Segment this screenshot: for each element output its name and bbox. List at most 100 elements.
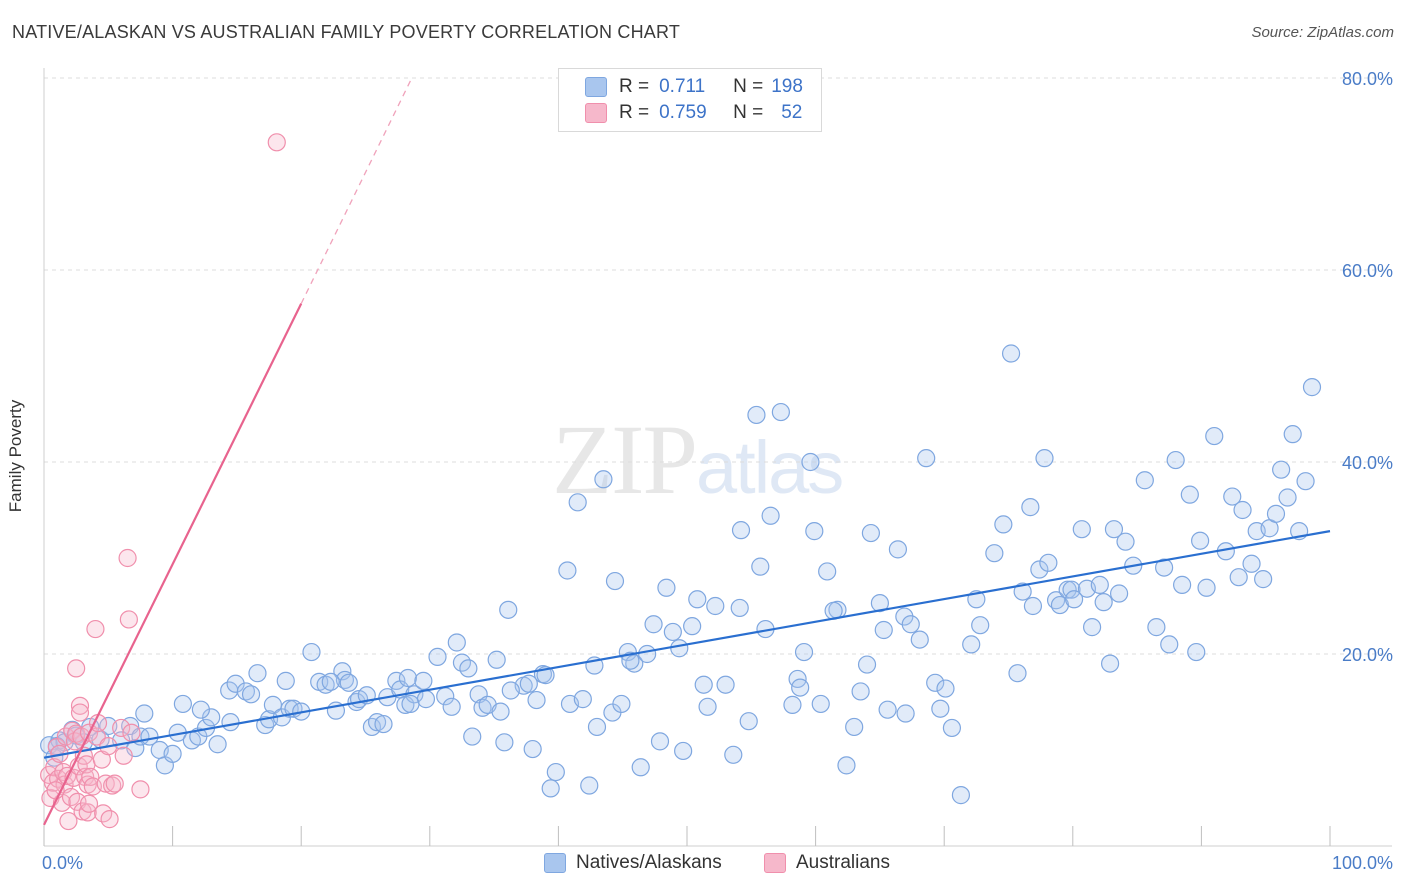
point-natives <box>321 672 340 691</box>
point-natives <box>208 735 227 754</box>
point-australians <box>118 548 137 568</box>
point-natives <box>739 712 758 731</box>
point-australians <box>119 610 138 629</box>
point-natives <box>396 695 415 714</box>
point-natives <box>837 756 856 775</box>
point-natives <box>1116 532 1135 551</box>
legend-n-value: 198 <box>771 76 803 97</box>
legend-swatch-pink <box>764 853 786 873</box>
point-natives <box>173 694 192 714</box>
point-natives <box>1180 485 1199 504</box>
x-tick-label-max: 100.0% <box>1332 853 1393 873</box>
point-natives <box>1187 642 1206 662</box>
point-natives <box>501 681 520 700</box>
point-natives <box>931 699 950 718</box>
point-natives <box>771 402 790 422</box>
point-natives <box>1229 568 1248 587</box>
point-natives <box>751 557 770 576</box>
point-natives <box>910 630 929 649</box>
point-australians <box>70 703 90 722</box>
point-natives <box>791 678 810 697</box>
y-tick-label: 80.0% <box>1342 69 1393 89</box>
legend-label-natives: Natives/Alaskans <box>576 852 722 873</box>
point-natives <box>605 571 625 591</box>
y-tick-label: 20.0% <box>1342 645 1393 665</box>
point-natives <box>519 674 538 693</box>
point-natives <box>499 600 518 619</box>
point-natives <box>870 594 890 613</box>
point-natives <box>302 642 321 662</box>
point-natives <box>638 644 657 664</box>
point-natives <box>971 616 990 635</box>
correlation-legend: R = 0.711 N = 198 R = 0.759 N = 52 <box>558 68 822 132</box>
point-natives <box>926 673 945 692</box>
source-label: Source: ZipAtlas.com <box>1251 24 1394 41</box>
point-natives <box>731 521 751 540</box>
point-natives <box>657 578 676 597</box>
point-natives <box>663 622 682 642</box>
point-natives <box>621 651 640 670</box>
point-natives <box>716 675 735 694</box>
legend-row-natives: R = 0.711 N = 198 <box>585 75 803 99</box>
point-natives <box>594 470 613 489</box>
point-australians <box>100 810 119 829</box>
point-natives <box>546 762 565 782</box>
point-natives <box>801 452 820 472</box>
legend-r-value: 0.711 <box>659 76 706 97</box>
legend-swatch-blue <box>585 77 607 97</box>
legend-item-natives[interactable]: Natives/Alaskans <box>544 852 722 874</box>
point-australians <box>79 794 99 813</box>
point-natives <box>706 596 725 616</box>
point-natives <box>818 562 837 581</box>
point-natives <box>1013 582 1032 601</box>
point-natives <box>670 639 689 658</box>
point-natives <box>558 561 577 580</box>
series-australians <box>40 133 286 831</box>
point-natives <box>236 682 256 701</box>
point-natives <box>1233 500 1252 520</box>
point-natives <box>367 713 387 732</box>
point-natives <box>1166 450 1185 470</box>
point-natives <box>469 685 488 704</box>
gridlines <box>44 77 1392 655</box>
point-australians <box>70 696 90 715</box>
point-natives <box>1008 664 1027 683</box>
legend-n-label: N = <box>733 76 764 97</box>
point-natives <box>1035 449 1054 468</box>
point-australians <box>267 133 286 152</box>
point-natives <box>541 779 560 798</box>
point-natives <box>874 620 893 640</box>
point-natives <box>241 685 261 704</box>
point-australians <box>131 780 150 799</box>
point-natives <box>491 702 510 721</box>
point-natives <box>1100 654 1120 673</box>
point-australians <box>67 724 86 743</box>
point-australians <box>105 774 124 793</box>
legend-item-australians[interactable]: Australians <box>764 852 890 874</box>
point-natives <box>202 708 221 727</box>
legend-label-australians: Australians <box>796 852 890 873</box>
point-natives <box>447 633 466 652</box>
point-natives <box>163 744 182 763</box>
point-natives <box>1254 570 1273 589</box>
point-natives <box>888 540 908 559</box>
point-natives <box>1197 578 1216 597</box>
point-natives <box>1155 558 1174 577</box>
point-natives <box>1072 520 1091 539</box>
legend-swatch-blue <box>544 853 566 873</box>
point-natives <box>1104 520 1124 539</box>
point-natives <box>226 674 245 693</box>
trend-lines <box>43 77 1331 826</box>
point-australians <box>45 758 64 777</box>
point-natives <box>398 668 418 688</box>
point-natives <box>1266 504 1286 523</box>
point-natives <box>942 718 962 738</box>
point-natives <box>747 405 766 425</box>
point-natives <box>1135 471 1154 490</box>
point-natives <box>861 523 880 543</box>
point-natives <box>135 704 154 723</box>
point-natives <box>316 675 335 694</box>
point-natives <box>401 694 420 714</box>
point-natives <box>811 694 830 714</box>
